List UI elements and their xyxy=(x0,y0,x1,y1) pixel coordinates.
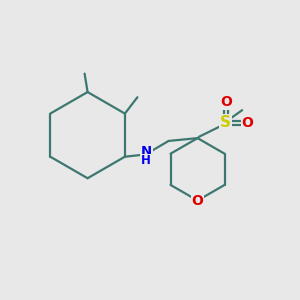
Text: O: O xyxy=(192,194,203,208)
Text: O: O xyxy=(220,95,232,109)
Text: N: N xyxy=(141,146,152,158)
Text: S: S xyxy=(220,115,231,130)
Text: H: H xyxy=(141,154,151,167)
Text: O: O xyxy=(242,116,254,130)
